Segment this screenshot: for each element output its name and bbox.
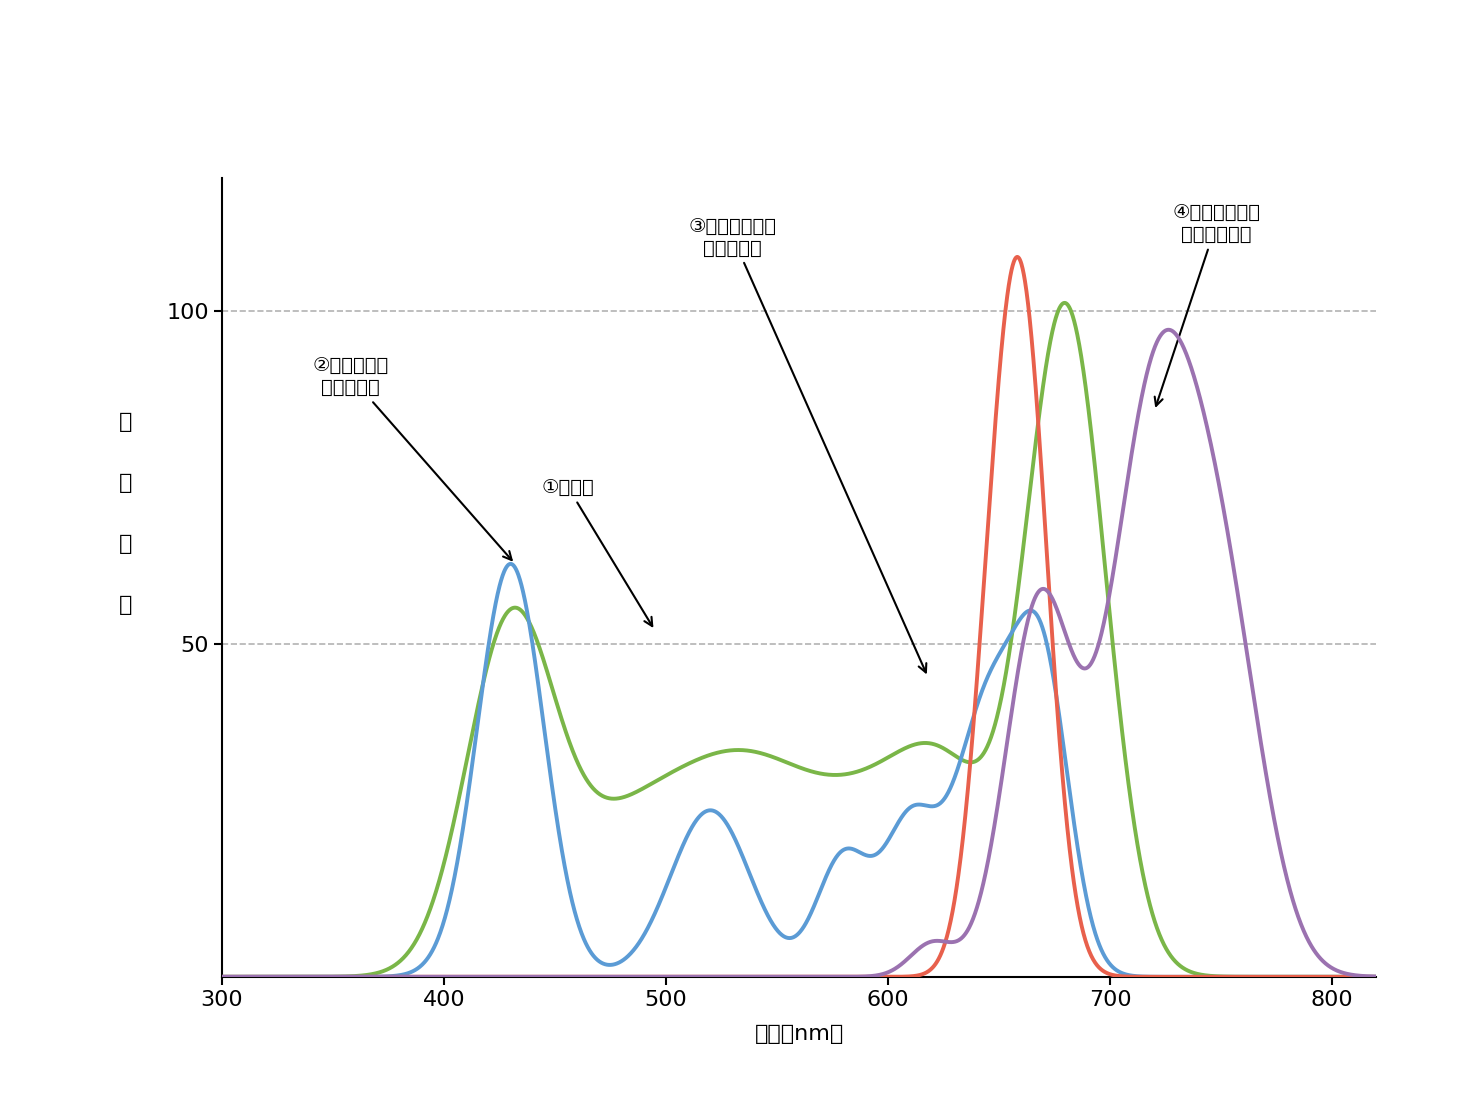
Text: 植物の光反応の作用スペクトル: 植物の光反応の作用スペクトル <box>515 89 749 117</box>
Text: 効: 効 <box>118 534 133 554</box>
Text: ④光形態形成の
遠赤色光効果: ④光形態形成の 遠赤色光効果 <box>1154 203 1261 406</box>
Text: （文部科学省より）: （文部科学省より） <box>998 93 1094 112</box>
X-axis label: 波長（nm）: 波長（nm） <box>755 1023 844 1043</box>
Text: ③光形態形成の
赤色光効果: ③光形態形成の 赤色光効果 <box>688 216 926 673</box>
Text: 対: 対 <box>118 473 133 493</box>
Text: 果: 果 <box>118 595 133 615</box>
Text: ②光形態形成
強光下反応: ②光形態形成 強光下反応 <box>312 356 512 561</box>
Text: 相: 相 <box>118 412 133 432</box>
Text: ①光合成: ①光合成 <box>542 478 653 626</box>
